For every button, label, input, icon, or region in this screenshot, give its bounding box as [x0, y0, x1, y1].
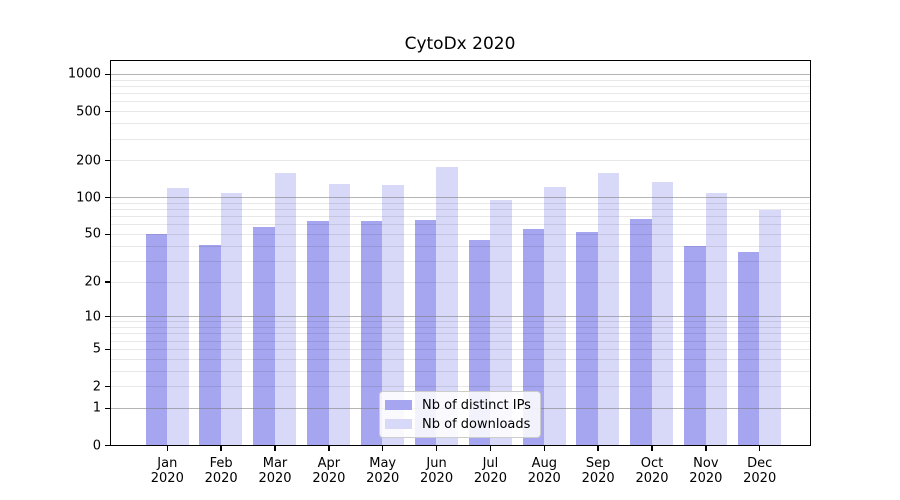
x-tick-mark [166, 445, 168, 451]
y-tick-mark [104, 444, 110, 447]
y-tick-mark [104, 348, 110, 350]
y-tick-label: 50 [84, 226, 101, 242]
x-tick-label: May 2020 [366, 455, 400, 487]
legend: Nb of distinct IPs Nb of downloads [379, 391, 541, 438]
legend-label: Nb of distinct IPs [422, 397, 531, 413]
x-tick-mark [435, 445, 438, 451]
x-tick-label: Feb 2020 [204, 455, 238, 487]
bar-downloads-7 [544, 186, 566, 446]
y-tick-mark [104, 110, 110, 113]
y-tick-label: 500 [76, 104, 101, 120]
y-tick-mark [104, 160, 110, 162]
bar-downloads-3 [328, 183, 351, 446]
bar-ips-5 [414, 219, 437, 446]
y-tick-mark [104, 233, 110, 236]
x-tick-label: Oct 2020 [635, 455, 669, 487]
x-tick-mark [651, 445, 653, 451]
bar-ips-2 [253, 226, 275, 446]
bar-ips-10 [684, 246, 706, 446]
x-tick-label: Jan 2020 [150, 455, 184, 487]
legend-label: Nb of downloads [422, 416, 531, 432]
x-tick-mark [705, 445, 707, 451]
bar-downloads-4 [382, 184, 404, 446]
x-tick-mark [382, 445, 384, 451]
bar-ips-0 [145, 234, 168, 446]
bar-downloads-2 [274, 172, 297, 446]
y-tick-mark [104, 73, 110, 76]
x-tick-mark [489, 445, 492, 451]
y-tick-mark [104, 385, 110, 388]
x-tick-label: Apr 2020 [312, 455, 346, 487]
y-tick-mark [104, 316, 110, 318]
x-tick-mark [220, 445, 222, 451]
bar-ips-11 [737, 251, 760, 446]
x-tick-mark [543, 445, 545, 451]
x-tick-mark [597, 445, 599, 451]
y-tick-label: 100 [76, 190, 101, 206]
bar-ips-9 [630, 218, 652, 446]
bar-downloads-10 [705, 192, 728, 446]
bar-downloads-1 [220, 192, 243, 446]
x-tick-label: Dec 2020 [743, 455, 777, 487]
y-tick-mark [104, 281, 110, 283]
x-tick-label: Jul 2020 [473, 455, 507, 487]
x-tick-label: Nov 2020 [689, 455, 723, 487]
y-tick-mark [104, 196, 110, 199]
x-tick-mark [759, 445, 761, 451]
bar-downloads-6 [490, 199, 512, 446]
x-tick-label: Aug 2020 [527, 455, 561, 487]
bar-downloads-11 [759, 209, 781, 446]
y-tick-label: 0 [92, 438, 101, 453]
x-tick-label: Jun 2020 [420, 455, 454, 487]
legend-swatch-ips [385, 400, 412, 410]
bar-downloads-8 [597, 172, 620, 446]
y-tick-label: 5 [92, 341, 101, 357]
y-tick-label: 1 [92, 400, 101, 416]
x-tick-label: Mar 2020 [258, 455, 292, 487]
bar-ips-4 [360, 220, 383, 446]
y-tick-label: 200 [76, 153, 101, 169]
legend-item: Nb of distinct IPs [385, 397, 531, 413]
y-tick-label: 10 [84, 309, 101, 325]
y-tick-label: 2 [92, 379, 101, 394]
legend-swatch-downloads [385, 419, 412, 429]
y-tick-mark [104, 407, 110, 409]
x-tick-mark [274, 445, 276, 451]
bar-downloads-5 [436, 167, 458, 446]
bar-ips-3 [307, 221, 329, 446]
legend-item: Nb of downloads [385, 416, 531, 432]
chart-title: CytoDx 2020 [404, 34, 516, 54]
bar-ips-8 [576, 232, 598, 446]
bar-ips-1 [199, 244, 221, 446]
x-tick-label: Sep 2020 [581, 455, 615, 487]
plot-area [110, 59, 811, 446]
y-tick-label: 20 [84, 274, 101, 290]
y-tick-label: 1000 [67, 66, 101, 82]
x-tick-mark [328, 445, 330, 451]
bar-downloads-9 [651, 181, 674, 446]
